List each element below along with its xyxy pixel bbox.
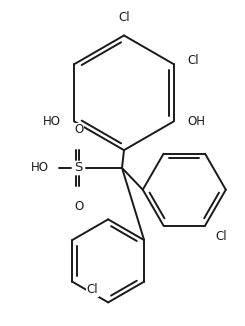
Text: Cl: Cl xyxy=(187,54,199,67)
Text: O: O xyxy=(74,123,83,136)
Text: HO: HO xyxy=(31,161,49,174)
Text: O: O xyxy=(74,200,83,213)
Text: HO: HO xyxy=(42,115,61,128)
Text: S: S xyxy=(74,161,83,174)
Text: Cl: Cl xyxy=(118,11,130,23)
Text: Cl: Cl xyxy=(87,284,98,296)
Text: OH: OH xyxy=(187,115,206,128)
Text: Cl: Cl xyxy=(215,230,227,243)
